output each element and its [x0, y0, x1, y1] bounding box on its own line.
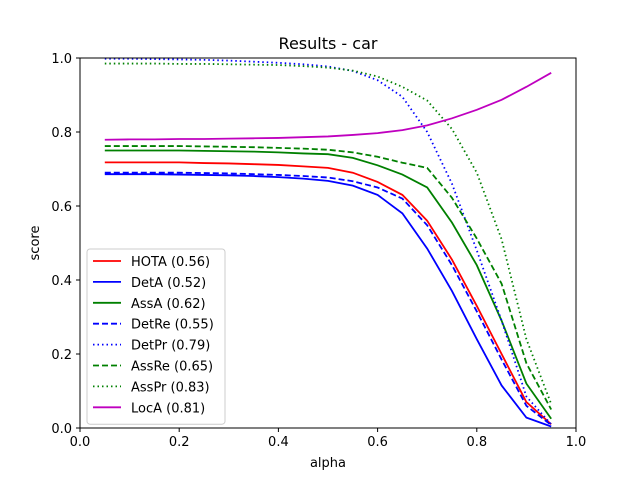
- plot-lines: [104, 57, 553, 428]
- series-line-3: [104, 171, 552, 426]
- y-tick-label: 1.0: [51, 52, 72, 67]
- legend-entry: DetPr (0.79): [131, 339, 210, 354]
- series-line-5: [104, 145, 552, 410]
- x-axis-ticks: 0.0 0.2 0.4 0.6 0.8 1.0: [70, 428, 587, 450]
- y-tick-label: 0.0: [51, 422, 72, 437]
- legend-entry: HOTA (0.56): [131, 255, 210, 270]
- y-axis-ticks: 0.0 0.2 0.4 0.6 0.8 1.0: [51, 52, 80, 437]
- legend-entry: AssRe (0.65): [131, 360, 213, 375]
- y-tick-label: 0.2: [51, 348, 72, 363]
- legend-entry: DetRe (0.55): [131, 318, 214, 333]
- series-line-7: [104, 72, 552, 141]
- legend-entry: AssA (0.62): [131, 297, 206, 312]
- y-tick-label: 0.6: [51, 200, 72, 215]
- x-tick-label: 0.8: [466, 435, 487, 450]
- x-tick-label: 0.0: [70, 435, 91, 450]
- x-tick-label: 1.0: [566, 435, 587, 450]
- series-line-0: [104, 161, 552, 425]
- legend-box: [86, 248, 226, 425]
- plot-frame: [79, 57, 577, 429]
- x-axis-label: alpha: [310, 456, 346, 471]
- legend: HOTA (0.56) DetA (0.52) AssA (0.62) DetRe (…: [86, 248, 226, 425]
- legend-entry: AssPr (0.83): [131, 380, 210, 395]
- y-tick-label: 0.4: [51, 274, 72, 289]
- x-tick-label: 0.2: [169, 435, 190, 450]
- y-axis-label: score: [28, 226, 43, 261]
- chart-title: Results - car: [279, 34, 378, 53]
- y-tick-label: 0.8: [51, 126, 72, 141]
- legend-entry: DetA (0.52): [131, 276, 206, 291]
- x-tick-label: 0.6: [367, 435, 388, 450]
- x-tick-label: 0.4: [268, 435, 289, 450]
- legend-entry: LocA (0.81): [131, 401, 205, 416]
- series-line-2: [104, 149, 552, 420]
- series-line-1: [104, 173, 552, 428]
